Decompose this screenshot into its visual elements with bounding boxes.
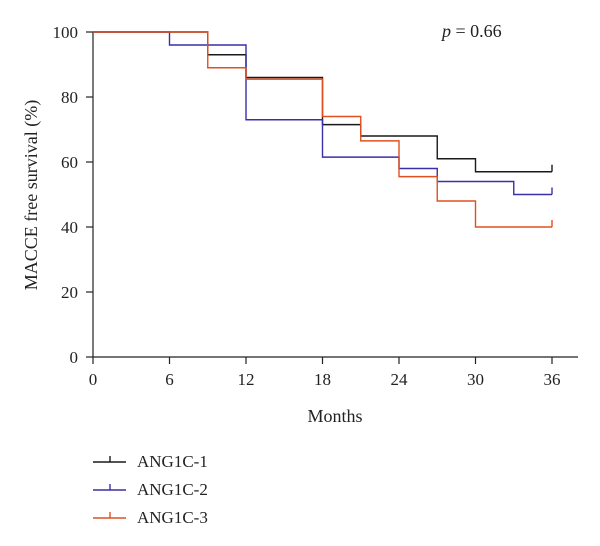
y-tick-label: 100: [53, 23, 79, 42]
p-symbol: p: [440, 21, 451, 41]
x-tick-label: 0: [89, 370, 98, 389]
ticks: 0 20 40 60 80 100 0 6 12 18 24 30 36: [53, 23, 561, 389]
series-line-2: [93, 31, 552, 196]
x-tick-label: 6: [165, 370, 174, 389]
x-axis-title: Months: [307, 406, 362, 426]
y-axis-title: MACCE free survival (%): [21, 100, 42, 290]
y-tick-label: 60: [61, 153, 78, 172]
legend: ANG1C-1 ANG1C-2 ANG1C-3: [93, 452, 208, 527]
legend-label: ANG1C-1: [137, 452, 208, 471]
p-value-text: = 0.66: [451, 21, 502, 41]
series-line-3: [93, 31, 552, 228]
y-tick-label: 20: [61, 283, 78, 302]
y-tick-label: 40: [61, 218, 78, 237]
series-line-1: [93, 31, 552, 173]
x-tick-label: 30: [467, 370, 484, 389]
p-value-annotation: p = 0.66: [440, 21, 502, 41]
x-tick-label: 12: [238, 370, 255, 389]
axes: [92, 32, 578, 358]
y-tick-label: 80: [61, 88, 78, 107]
x-tick-label: 36: [544, 370, 561, 389]
y-tick-label: 0: [70, 348, 79, 367]
x-tick-label: 18: [314, 370, 331, 389]
legend-label: ANG1C-2: [137, 480, 208, 499]
legend-label: ANG1C-3: [137, 508, 208, 527]
series-layer: [93, 31, 553, 228]
x-tick-label: 24: [391, 370, 409, 389]
